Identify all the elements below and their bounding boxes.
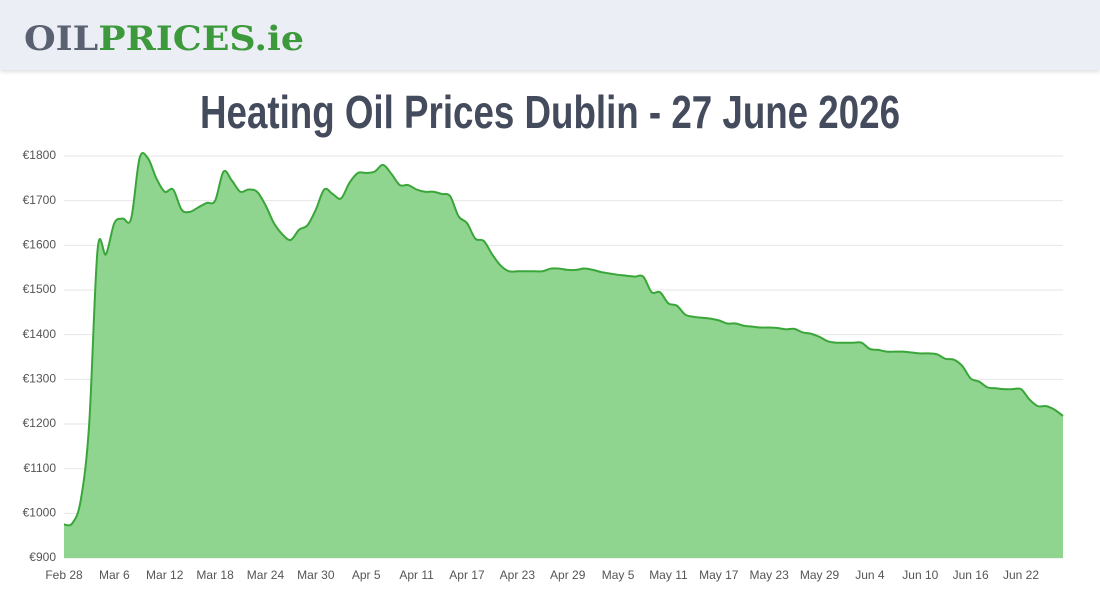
x-tick-label: May 5 <box>602 568 635 582</box>
x-tick-label: Jun 4 <box>855 568 885 582</box>
x-tick-label: Jun 10 <box>902 568 938 582</box>
chart-title: Heating Oil Prices Dublin - 27 June 2026 <box>200 86 900 138</box>
x-tick-label: Apr 23 <box>500 568 536 582</box>
y-tick-label: €900 <box>29 550 56 564</box>
x-tick-label: Mar 12 <box>146 568 184 582</box>
header-bar <box>0 0 1100 70</box>
x-tick-label: Apr 5 <box>352 568 381 582</box>
y-tick-label: €1600 <box>23 238 57 252</box>
x-tick-label: Mar 30 <box>297 568 335 582</box>
y-tick-label: €1700 <box>23 193 57 207</box>
x-tick-label: Mar 24 <box>247 568 285 582</box>
x-tick-label: Apr 17 <box>449 568 485 582</box>
y-tick-label: €1200 <box>23 416 57 430</box>
y-tick-label: €1800 <box>23 148 57 162</box>
x-tick-label: Jun 22 <box>1003 568 1039 582</box>
y-tick-label: €1300 <box>23 372 57 386</box>
x-tick-label: May 23 <box>749 568 789 582</box>
x-tick-label: Apr 11 <box>399 568 434 582</box>
y-tick-label: €1000 <box>23 506 57 520</box>
y-tick-label: €1400 <box>23 327 57 341</box>
x-tick-label: Apr 29 <box>550 568 586 582</box>
x-tick-label: May 17 <box>699 568 739 582</box>
x-tick-label: Mar 18 <box>196 568 234 582</box>
logo[interactable]: OIL PRICES.ie <box>24 19 304 59</box>
x-tick-label: May 29 <box>800 568 840 582</box>
x-tick-label: May 11 <box>649 568 688 582</box>
logo-accent: PRICES.ie <box>98 19 304 59</box>
x-tick-label: Mar 6 <box>99 568 130 582</box>
area-fill <box>64 152 1063 558</box>
logo-main: OIL <box>24 19 98 59</box>
y-tick-label: €1500 <box>23 282 57 296</box>
x-tick-label: Jun 16 <box>953 568 989 582</box>
price-line <box>63 151 1064 527</box>
y-tick-label: €1100 <box>24 461 57 475</box>
x-tick-label: Feb 28 <box>45 568 83 582</box>
